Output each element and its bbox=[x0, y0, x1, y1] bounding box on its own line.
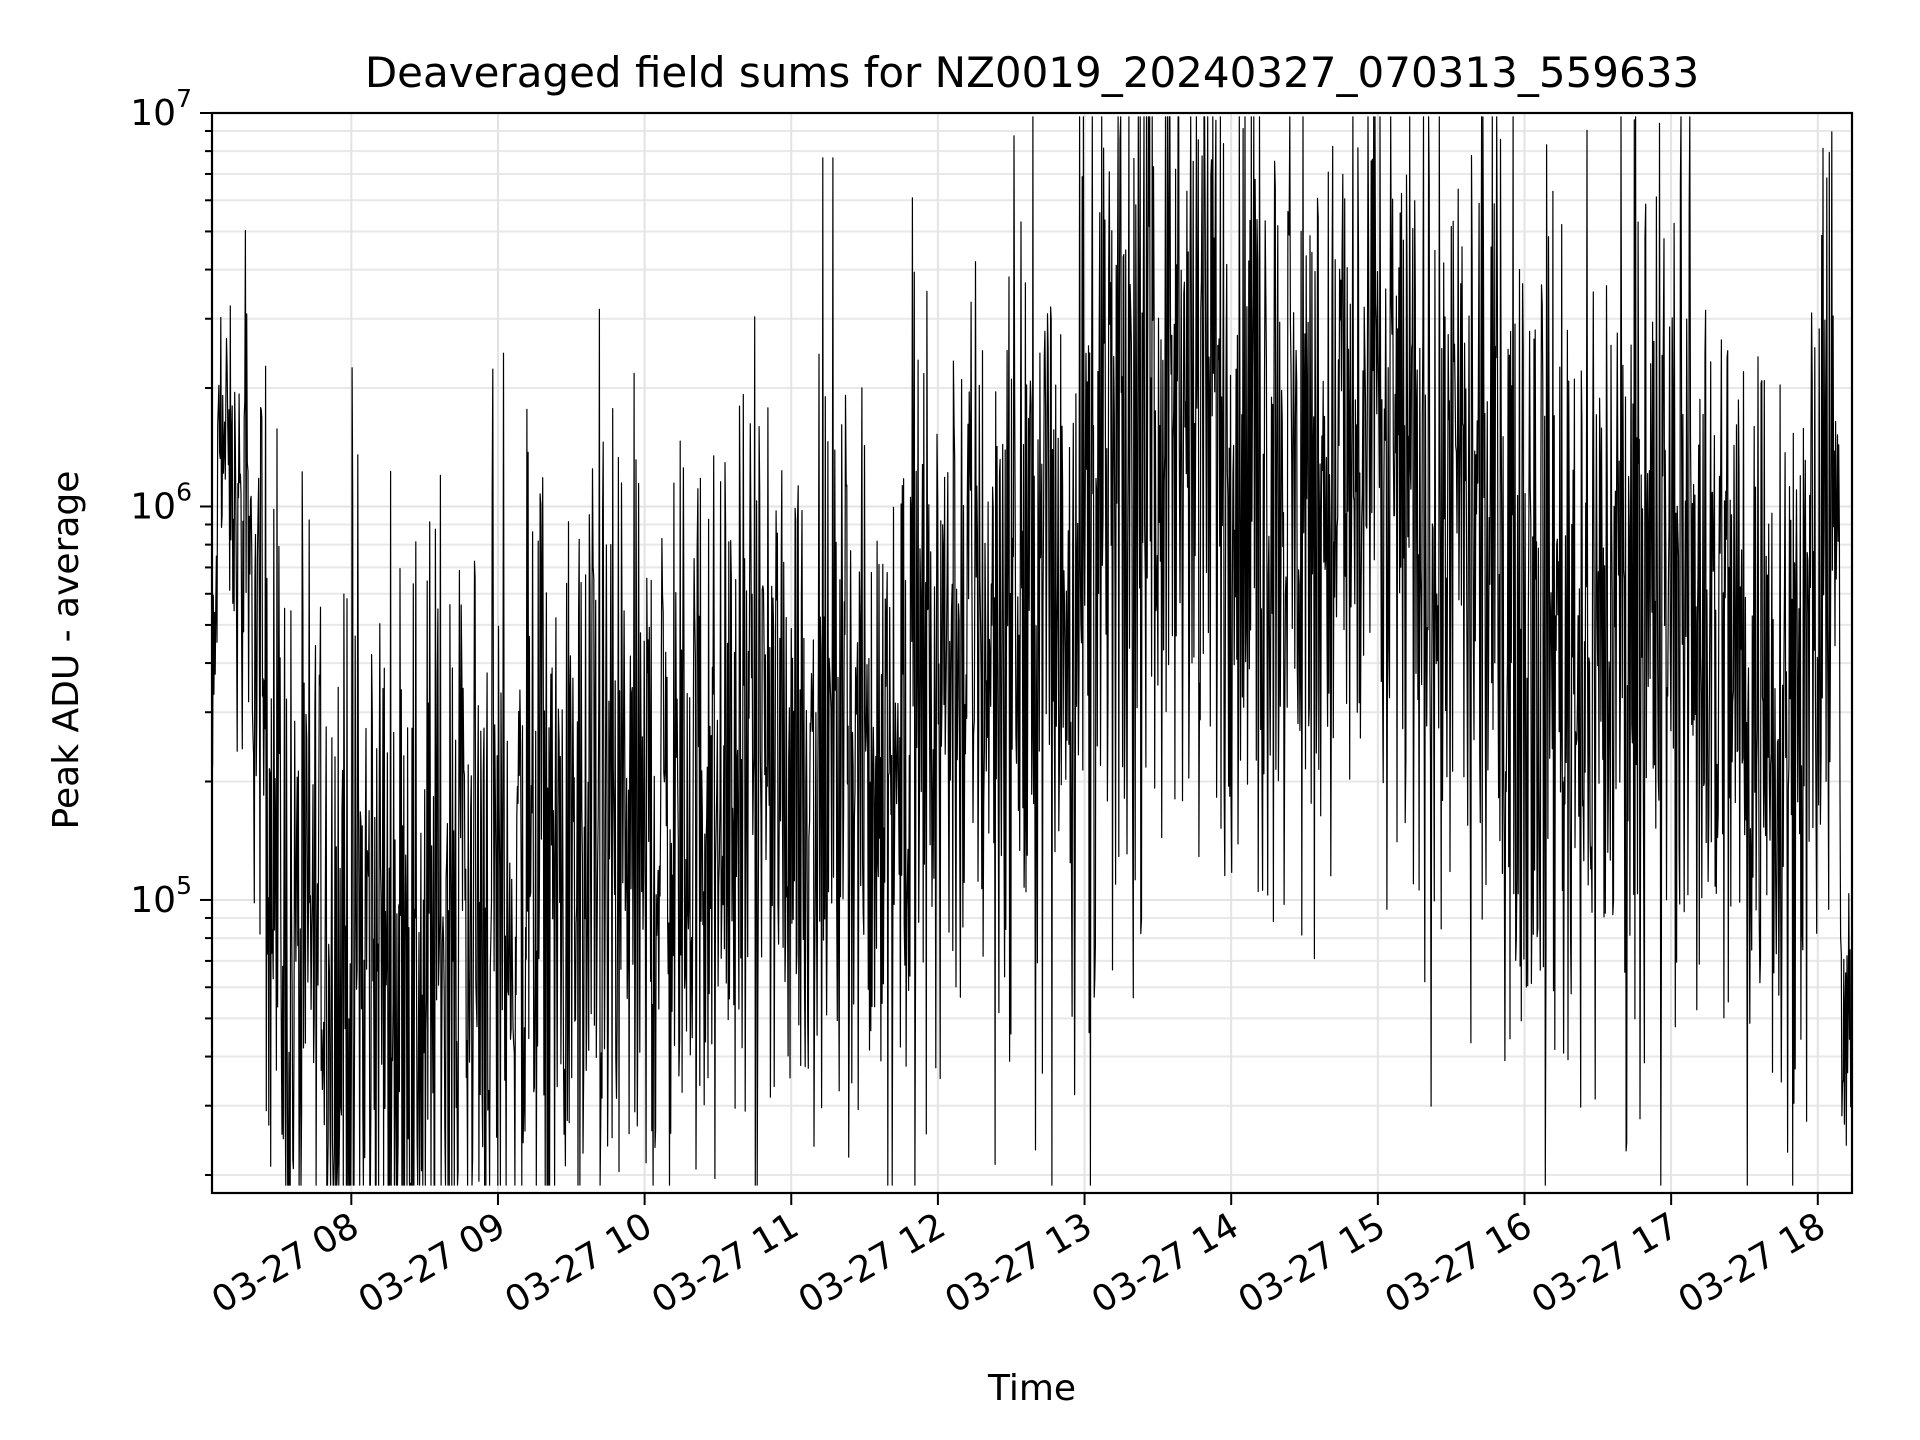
y-tick-label-exponent: 6 bbox=[176, 477, 192, 506]
y-tick-label-base: 10 bbox=[130, 93, 176, 134]
y-tick-label: 106 bbox=[130, 477, 192, 527]
x-axis-label: Time bbox=[987, 1368, 1076, 1409]
y-tick-label: 105 bbox=[130, 871, 192, 921]
chart-title: Deaveraged field sums for NZ0019_2024032… bbox=[365, 48, 1699, 97]
y-tick-label-exponent: 7 bbox=[176, 84, 192, 113]
y-tick-label-base: 10 bbox=[130, 486, 176, 527]
y-tick-label: 107 bbox=[130, 84, 192, 134]
y-tick-label-exponent: 5 bbox=[176, 871, 192, 900]
series-layer bbox=[211, 116, 1853, 1186]
series-line bbox=[211, 116, 1853, 1186]
y-axis-label: Peak ADU - average bbox=[46, 471, 87, 830]
y-tick-label-base: 10 bbox=[130, 880, 176, 921]
plot-frame bbox=[210, 111, 1854, 1195]
